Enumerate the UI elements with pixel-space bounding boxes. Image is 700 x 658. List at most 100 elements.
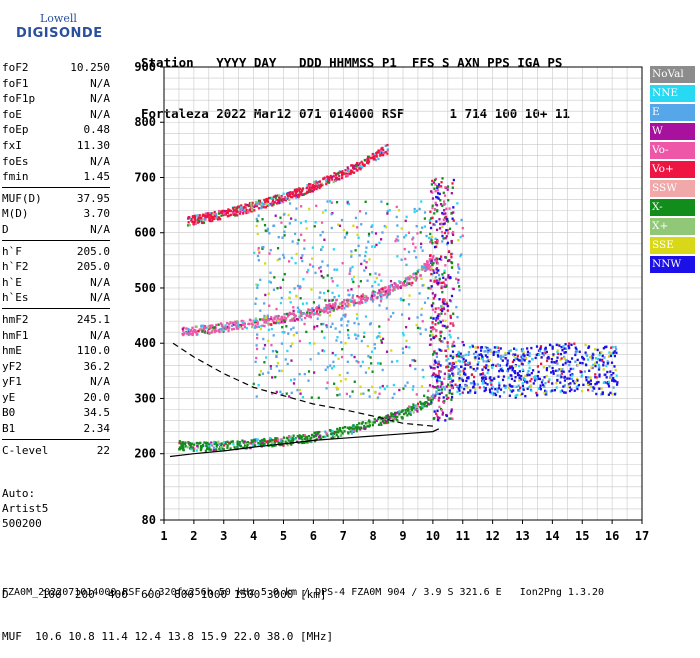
echo-point-diffuse (359, 392, 363, 396)
echo-point-diffuse (352, 275, 356, 279)
echo-point-vo (291, 319, 295, 322)
echo-point-nnw (521, 363, 524, 366)
echo-point-x (383, 421, 386, 425)
echo-point-vo (250, 322, 253, 325)
echo-point-diffuse (264, 229, 267, 232)
echo-point-nnw (495, 364, 498, 367)
echo-point-vo (272, 195, 275, 199)
echo-point-foF2-band (443, 298, 446, 302)
echo-point-vo (273, 201, 276, 204)
echo-point-x (219, 448, 223, 452)
param-name: fxI (2, 138, 22, 152)
echo-point-diffuse (309, 316, 313, 319)
echo-point-diffuse (379, 386, 382, 389)
echo-point-vo (384, 290, 388, 293)
echo-point-x (217, 440, 220, 444)
echo-point-vo (263, 321, 266, 324)
echo-point-diffuse (411, 238, 414, 241)
echo-point-diffuse (378, 392, 381, 395)
echo-point-nnw (552, 372, 555, 375)
echo-point-diffuse (392, 383, 395, 387)
x-tick-label: 5 (280, 529, 287, 543)
echo-point-foF2-band (437, 362, 440, 366)
echo-point-nnw (560, 357, 563, 360)
echo-point-vo (358, 162, 361, 165)
echo-point-nnw (506, 369, 509, 372)
echo-point-vo (319, 310, 322, 314)
echo-point-x (343, 425, 347, 429)
echo-point-foF2-band (443, 377, 446, 380)
echo-point-diffuse (427, 286, 430, 290)
echo-point-nnw (600, 393, 603, 396)
echo-point-vo (309, 313, 312, 316)
echo-point-vo (346, 174, 349, 177)
echo-point-nnw (551, 366, 554, 370)
echo-point-foF2-band (440, 255, 443, 258)
echo-point-diffuse (335, 201, 339, 204)
echo-point-vo (388, 288, 391, 292)
param-row: B0 34.5 (2, 405, 110, 421)
echo-point-diffuse (305, 227, 308, 230)
echo-point-foF2-band (438, 227, 442, 230)
echo-point-vo (346, 300, 349, 303)
auto-artist: Artist5 (2, 502, 49, 515)
echo-point-x (346, 426, 349, 429)
echo-point-vo (297, 187, 301, 190)
echo-point-vo (211, 326, 214, 329)
echo-point-nnw (480, 346, 483, 349)
echo-point-nnw (570, 357, 574, 360)
echo-point-x (220, 442, 223, 445)
echo-point-diffuse (457, 336, 460, 340)
y-tick-label: 800 (134, 115, 156, 129)
echo-point-foF2-band (437, 306, 440, 310)
echo-point-vo (327, 306, 330, 309)
y-tick-label: 500 (134, 281, 156, 295)
echo-point-nnw (495, 346, 499, 349)
echo-point-nnw (599, 351, 602, 354)
echo-point-nnw (601, 354, 604, 358)
echo-point-nnw (542, 365, 545, 369)
echo-point-diffuse (306, 270, 309, 274)
echo-point-nnw (524, 394, 527, 398)
echo-point-x (371, 423, 374, 427)
echo-point-vo (278, 196, 281, 199)
echo-point-x (385, 421, 388, 425)
echo-point-x (392, 415, 395, 419)
echo-point-nnw (511, 360, 515, 364)
echo-point-diffuse (316, 317, 319, 320)
echo-point-vo (377, 157, 380, 161)
echo-point-diffuse (340, 341, 343, 344)
echo-point-nnw (469, 365, 472, 369)
echo-point-x (395, 412, 398, 415)
echo-point-diffuse (300, 233, 303, 236)
echo-point-foF2-band (440, 185, 443, 188)
echo-point-foF2-band (450, 398, 453, 401)
echo-point-diffuse (413, 207, 416, 211)
legend-item-x: X- (650, 199, 695, 216)
echo-point-nnw (491, 391, 494, 395)
echo-point-foF2-band (450, 368, 453, 371)
echo-point-foF2-band (444, 278, 447, 281)
echo-point-foF2-band (450, 417, 453, 420)
echo-point-foF2-band (446, 217, 449, 221)
echo-point-nnw (529, 379, 532, 383)
echo-point-vo (188, 223, 191, 227)
echo-point-nnw (561, 363, 565, 366)
echo-point-diffuse (390, 349, 393, 352)
echo-point-nnw (547, 357, 551, 360)
echo-point-diffuse (271, 350, 275, 353)
echo-point-nnw (502, 375, 506, 378)
echo-point-diffuse (445, 394, 448, 397)
echo-point-x (282, 444, 285, 447)
param-row: MUF(D) 37.95 (2, 191, 110, 207)
echo-point-vo (266, 316, 269, 319)
echo-point-nnw (568, 370, 571, 373)
echo-point-diffuse (445, 359, 448, 362)
echo-point-nnw (459, 352, 462, 355)
param-value: N/A (90, 375, 110, 389)
echo-point-diffuse (389, 315, 392, 318)
echo-point-vo (231, 321, 235, 325)
echo-point-vo (300, 189, 304, 193)
echo-point-vo (341, 304, 344, 307)
echo-point-foF2-band (444, 302, 447, 306)
